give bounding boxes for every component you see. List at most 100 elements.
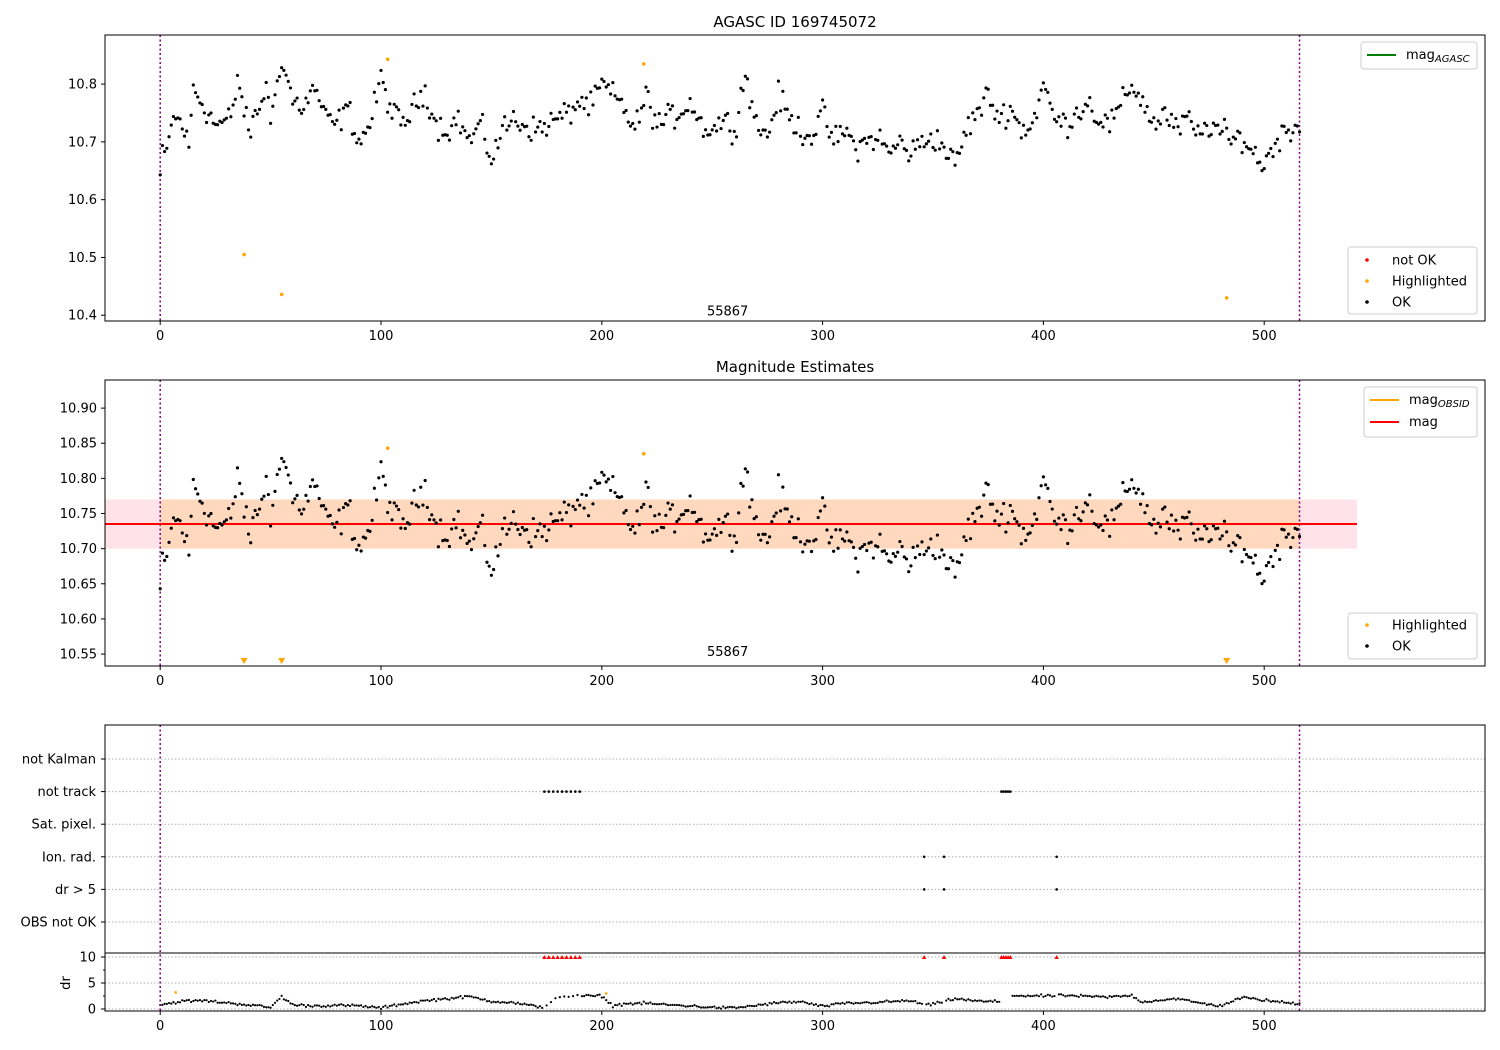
p1-ok-point: [650, 126, 655, 130]
p2-ok-point: [1222, 519, 1227, 523]
p1-ok-point: [478, 119, 482, 123]
p3-dr-point: [1159, 999, 1162, 1002]
p3-dr-point: [644, 1002, 648, 1005]
p1-ok-point: [450, 124, 454, 128]
p1-ok-point: [750, 100, 754, 104]
p1-legend-bottom-label: not OK: [1392, 254, 1437, 269]
p3-dr-point: [459, 994, 462, 998]
p3-dr-point: [216, 1001, 219, 1004]
p2-ok-point: [741, 484, 745, 488]
p1-ok-point: [1187, 110, 1191, 114]
p1-ok-point: [626, 120, 630, 124]
p3-dr-point: [949, 999, 952, 1002]
p1-ok-point: [907, 159, 911, 163]
p3-dr-point: [1097, 995, 1100, 998]
p1-legend-bottom-box: [1347, 246, 1478, 315]
panel2-frame: [104, 379, 1486, 667]
p1-ok-point: [756, 128, 761, 133]
p2-ok-point: [408, 522, 412, 526]
p3-dr-point: [708, 1006, 712, 1009]
panel1-frame: [104, 34, 1486, 322]
p2-ok-point: [964, 538, 968, 543]
p1-ok-point: [370, 116, 374, 121]
p1-ok-point: [1154, 127, 1158, 131]
p1-ok-point: [721, 118, 725, 123]
p2-ok-point: [430, 513, 434, 517]
p2-ok-point: [266, 492, 270, 497]
p1-ok-point: [542, 121, 546, 126]
p1-xtick-label: 200: [589, 329, 614, 344]
panel-agasc: AGASC ID 169745072 0 100 200 300 400 50010.41…: [68, 13, 1486, 344]
p1-ok-point: [397, 108, 401, 112]
p3-dr-point: [700, 1006, 703, 1009]
p2-ok-point: [1167, 527, 1171, 531]
p2-ok-point: [962, 535, 966, 539]
p1-ok-point: [185, 129, 189, 133]
p3-dr-point: [775, 1002, 778, 1005]
p3-dr-point: [1101, 995, 1105, 998]
p3-dr-point: [399, 1003, 402, 1006]
p1-ok-point: [642, 103, 646, 108]
p3-dr-point: [695, 1005, 698, 1008]
p3-dr-point: [642, 1000, 645, 1003]
p1-ok-point: [1110, 108, 1114, 112]
p3-dr-point: [1141, 1001, 1144, 1004]
p3-dr-point: [1022, 995, 1025, 998]
p2-ok-point: [807, 539, 811, 543]
p2-ok-point: [1158, 525, 1163, 529]
p3-dr-point: [1015, 994, 1019, 997]
p1-ok-point: [439, 116, 443, 120]
p1-ok-point: [1178, 132, 1182, 136]
p3-dr-point: [843, 1002, 846, 1005]
p1-ok-point: [359, 142, 363, 146]
p3-dr-point: [938, 1001, 941, 1004]
p1-ok-point: [902, 147, 906, 151]
p1-ok-point: [840, 132, 845, 136]
p3-dr-point: [677, 1004, 681, 1007]
p2-ok-point: [1291, 535, 1295, 540]
p1-ok-point: [339, 128, 343, 132]
p2-ok-point: [171, 516, 176, 520]
p2-ok-point: [1061, 513, 1065, 517]
p1-ok-point: [904, 148, 909, 152]
p3-dr-point: [1018, 994, 1021, 998]
p3-dr-point: [605, 999, 608, 1002]
p1-ok-point: [913, 147, 917, 151]
p1-ok-point: [492, 157, 496, 161]
p1-ok-point: [633, 127, 637, 131]
p2-ok-point: [1059, 528, 1063, 532]
p3-flag-point: [922, 888, 926, 891]
p2-ok-point: [1271, 564, 1275, 569]
p1-ok-point: [686, 108, 690, 113]
p2-ok-point: [838, 528, 842, 532]
p2-ok-point: [829, 535, 834, 539]
p3-dr-point: [1247, 997, 1250, 1000]
p2-ok-point: [359, 549, 363, 553]
p1-ok-point: [896, 143, 900, 147]
p2-ok-point: [953, 575, 957, 579]
p3-dr-point: [507, 1001, 511, 1004]
p2-ok-point: [891, 551, 895, 556]
p2-ok-point: [626, 523, 630, 527]
p2-ok-point: [896, 550, 900, 554]
p1-ok-point: [352, 131, 357, 136]
p1-ok-point: [379, 68, 383, 73]
p1-ok-point: [1094, 120, 1098, 124]
p3-dr-point: [1150, 1000, 1153, 1004]
p1-ok-point: [368, 126, 372, 130]
p2-ok-point: [467, 539, 471, 543]
p3-dr-point: [825, 1004, 829, 1007]
p1-ok-point: [591, 103, 595, 107]
p2-ok-point: [889, 560, 893, 564]
p1-ok-point: [1209, 133, 1213, 137]
p2-ok-point: [1267, 560, 1271, 565]
p3-dr-point: [693, 1004, 696, 1007]
p2-ok-point: [231, 502, 235, 506]
p3-dr-point: [618, 1002, 621, 1005]
p1-ok-point: [732, 129, 736, 134]
p1-ok-point: [511, 109, 516, 114]
p2-ok-point: [1262, 579, 1266, 583]
p1-ok-point: [1074, 106, 1079, 110]
p1-ok-point: [277, 74, 282, 79]
